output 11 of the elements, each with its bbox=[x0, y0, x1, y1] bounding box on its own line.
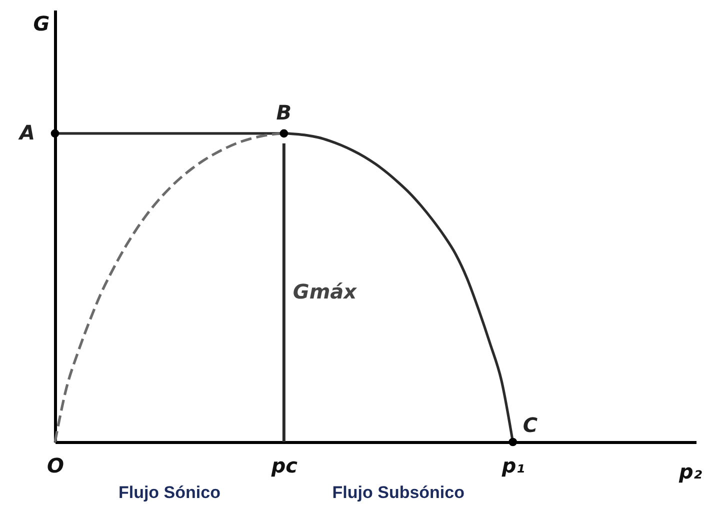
x-tick-label: O bbox=[46, 454, 64, 478]
ref-line-label: Gmáx bbox=[292, 280, 358, 304]
annotation: C bbox=[522, 413, 538, 437]
annotation: B bbox=[276, 100, 292, 124]
x-tick-label: p₁ bbox=[500, 454, 525, 478]
x-tick-label: pc bbox=[270, 454, 298, 478]
x-axis-title: p₂ bbox=[678, 460, 702, 484]
text: Flujo Sónico bbox=[118, 483, 220, 502]
text: Flujo Subsónico bbox=[332, 483, 464, 502]
y-axis-title: G bbox=[33, 12, 50, 36]
annotation: A bbox=[18, 120, 35, 144]
